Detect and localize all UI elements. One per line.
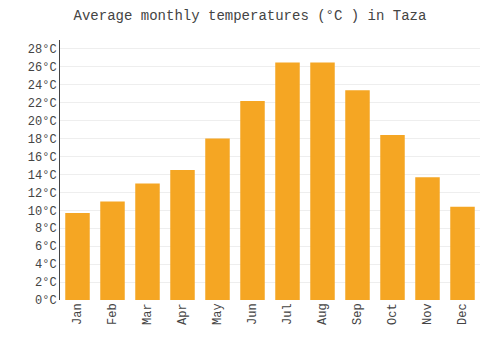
svg-text:Jun: Jun bbox=[246, 303, 260, 325]
svg-text:8°C: 8°C bbox=[35, 222, 57, 236]
svg-text:Aug: Aug bbox=[316, 303, 330, 325]
svg-text:10°C: 10°C bbox=[28, 205, 57, 219]
svg-text:4°C: 4°C bbox=[35, 258, 57, 272]
svg-text:Average monthly temperatures (: Average monthly temperatures (°C ) in Ta… bbox=[74, 8, 427, 24]
svg-text:Jul: Jul bbox=[281, 303, 295, 325]
svg-text:26°C: 26°C bbox=[28, 61, 57, 75]
svg-text:Dec: Dec bbox=[456, 303, 470, 325]
svg-text:2°C: 2°C bbox=[35, 276, 57, 290]
svg-text:12°C: 12°C bbox=[28, 187, 57, 201]
svg-text:May: May bbox=[211, 303, 225, 325]
svg-text:14°C: 14°C bbox=[28, 169, 57, 183]
svg-text:Nov: Nov bbox=[421, 303, 435, 325]
svg-text:22°C: 22°C bbox=[28, 97, 57, 111]
svg-text:18°C: 18°C bbox=[28, 133, 57, 147]
svg-text:20°C: 20°C bbox=[28, 115, 57, 129]
svg-text:Mar: Mar bbox=[141, 303, 155, 325]
svg-text:16°C: 16°C bbox=[28, 151, 57, 165]
svg-text:Sep: Sep bbox=[351, 303, 365, 325]
svg-text:Feb: Feb bbox=[106, 303, 120, 325]
svg-text:Oct: Oct bbox=[386, 303, 400, 325]
svg-text:Apr: Apr bbox=[176, 303, 190, 325]
svg-text:24°C: 24°C bbox=[28, 79, 57, 93]
svg-text:0°C: 0°C bbox=[35, 294, 57, 308]
svg-text:28°C: 28°C bbox=[28, 43, 57, 57]
svg-text:6°C: 6°C bbox=[35, 240, 57, 254]
svg-text:Jan: Jan bbox=[71, 303, 85, 325]
